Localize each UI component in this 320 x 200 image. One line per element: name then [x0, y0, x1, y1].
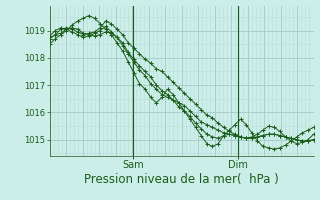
X-axis label: Pression niveau de la mer(  hPa ): Pression niveau de la mer( hPa )	[84, 173, 279, 186]
